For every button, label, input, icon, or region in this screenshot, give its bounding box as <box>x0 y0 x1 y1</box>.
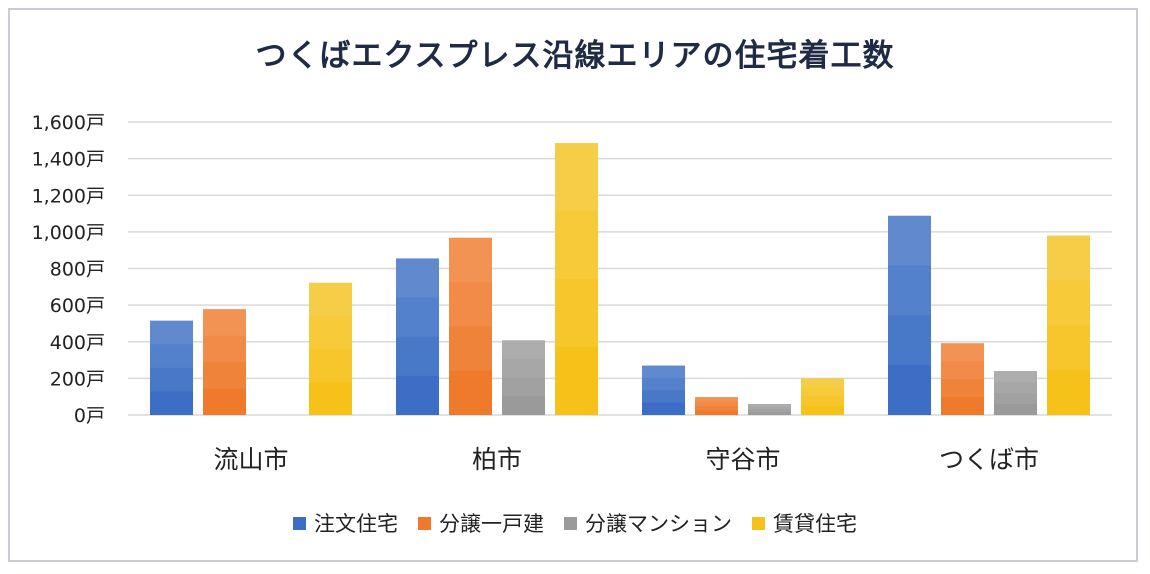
legend-swatch <box>752 516 765 530</box>
y-tick-label: 1,600戸 <box>32 112 105 134</box>
bar <box>203 309 246 415</box>
bar-band <box>1047 235 1090 371</box>
bar-band <box>150 320 193 345</box>
y-tick-label: 800戸 <box>50 259 105 281</box>
chart-title: つくばエクスプレス沿線エリアの住宅着工数 <box>255 38 895 74</box>
bar-band <box>695 397 738 402</box>
x-category-label: 守谷市 <box>705 445 780 474</box>
bar <box>801 378 844 415</box>
bar-band <box>941 343 984 398</box>
y-tick-label: 600戸 <box>50 295 105 317</box>
bar <box>449 237 492 415</box>
chart-legend: 注文住宅 分譲一戸建 分譲マンション 賃貸住宅 <box>0 508 1150 538</box>
bar <box>502 340 545 415</box>
bar-band <box>396 258 439 298</box>
bar-band <box>555 143 598 348</box>
bar-band <box>801 378 844 406</box>
legend-label: 分譲一戸建 <box>439 512 544 536</box>
bar-band <box>150 320 193 392</box>
x-category-label: つくば市 <box>939 445 1039 474</box>
bar-band <box>994 371 1037 405</box>
bar-band <box>555 143 598 280</box>
bar-band <box>642 365 685 403</box>
legend-item: 注文住宅 <box>293 508 398 538</box>
legend-label: 賃貸住宅 <box>773 512 857 536</box>
bar-band <box>642 365 685 391</box>
legend-swatch <box>418 516 431 530</box>
bar-band <box>801 378 844 397</box>
legend-swatch <box>564 516 577 530</box>
legend-label: 注文住宅 <box>314 512 398 536</box>
bar <box>396 258 439 415</box>
bar-band <box>748 404 791 410</box>
bar-band <box>695 397 738 407</box>
bar-band <box>801 378 844 388</box>
bar-band <box>309 282 352 316</box>
bar <box>150 320 193 415</box>
bar-band <box>555 143 598 212</box>
bar-band <box>449 237 492 371</box>
legend-item: 分譲マンション <box>564 508 732 538</box>
legend-item: 賃貸住宅 <box>752 508 857 538</box>
bar-band <box>941 343 984 380</box>
bar-band <box>309 282 352 382</box>
y-tick-label: 1,000戸 <box>32 222 105 244</box>
y-tick-label: 1,400戸 <box>32 149 105 171</box>
y-tick-label: 1,200戸 <box>32 185 105 207</box>
bar <box>888 215 931 415</box>
bar-band <box>502 340 545 378</box>
bar <box>642 365 685 415</box>
y-tick-label: 200戸 <box>50 368 105 390</box>
y-tick-label: 400戸 <box>50 332 105 354</box>
bar-band <box>203 309 246 389</box>
bar-band <box>1047 235 1090 281</box>
bar-band <box>941 343 984 362</box>
bar-band <box>994 371 1037 394</box>
bar-band <box>309 282 352 349</box>
bar-band <box>203 309 246 363</box>
bar <box>695 397 738 415</box>
bar-band <box>888 215 931 316</box>
bar-band <box>396 258 439 376</box>
bar-band <box>396 258 439 337</box>
bar-band <box>994 371 1037 383</box>
legend-label: 分譲マンション <box>585 512 732 536</box>
bar-band <box>748 404 791 407</box>
bar <box>1047 235 1090 415</box>
legend-item: 分譲一戸建 <box>418 508 544 538</box>
legend-swatch <box>293 516 306 530</box>
bar-band <box>449 237 492 327</box>
bar-band <box>150 320 193 368</box>
bar-band <box>203 309 246 336</box>
bar <box>994 371 1037 415</box>
bar-band <box>888 215 931 366</box>
y-tick-label: 0戸 <box>74 405 105 427</box>
bar-band <box>1047 235 1090 326</box>
bar-band <box>642 365 685 378</box>
bar-band <box>502 340 545 359</box>
bar <box>748 404 791 415</box>
x-category-label: 柏市 <box>472 445 522 474</box>
bar <box>309 282 352 415</box>
bar-band <box>748 404 791 413</box>
bar <box>555 143 598 415</box>
bar-band <box>695 397 738 411</box>
bar-band <box>449 237 492 283</box>
bar-band <box>502 340 545 397</box>
x-category-label: 流山市 <box>213 445 288 474</box>
bar <box>941 343 984 415</box>
bar-band <box>888 215 931 266</box>
